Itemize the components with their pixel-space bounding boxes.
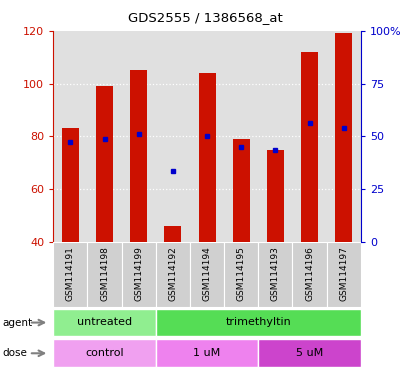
- Text: dose: dose: [2, 348, 27, 358]
- Bar: [155, 242, 189, 307]
- Text: GSM114195: GSM114195: [236, 247, 245, 301]
- Text: GSM114194: GSM114194: [202, 247, 211, 301]
- Text: 1 uM: 1 uM: [193, 348, 220, 358]
- Bar: [130, 70, 147, 242]
- Bar: [53, 309, 155, 336]
- Bar: [189, 242, 224, 307]
- Text: trimethyltin: trimethyltin: [225, 317, 290, 327]
- Text: GSM114199: GSM114199: [134, 247, 143, 301]
- Bar: [53, 339, 155, 367]
- Bar: [334, 33, 351, 242]
- Text: GSM114192: GSM114192: [168, 247, 177, 301]
- Bar: [326, 242, 360, 307]
- Text: GDS2555 / 1386568_at: GDS2555 / 1386568_at: [127, 12, 282, 25]
- Bar: [232, 139, 249, 242]
- Text: untreated: untreated: [77, 317, 132, 327]
- Text: GSM114193: GSM114193: [270, 247, 279, 301]
- Bar: [121, 242, 155, 307]
- Bar: [258, 339, 360, 367]
- Bar: [224, 242, 258, 307]
- Bar: [62, 128, 79, 242]
- Text: GSM114191: GSM114191: [66, 247, 75, 301]
- Text: GSM114196: GSM114196: [304, 247, 313, 301]
- Bar: [96, 86, 113, 242]
- Text: GSM114198: GSM114198: [100, 247, 109, 301]
- Bar: [53, 242, 87, 307]
- Text: GSM114197: GSM114197: [338, 247, 347, 301]
- Bar: [155, 339, 258, 367]
- Bar: [155, 309, 360, 336]
- Bar: [300, 52, 317, 242]
- Bar: [266, 149, 283, 242]
- Bar: [292, 242, 326, 307]
- Bar: [87, 242, 121, 307]
- Text: 5 uM: 5 uM: [295, 348, 322, 358]
- Bar: [258, 242, 292, 307]
- Text: control: control: [85, 348, 124, 358]
- Text: agent: agent: [2, 318, 32, 328]
- Bar: [164, 226, 181, 242]
- Bar: [198, 73, 215, 242]
